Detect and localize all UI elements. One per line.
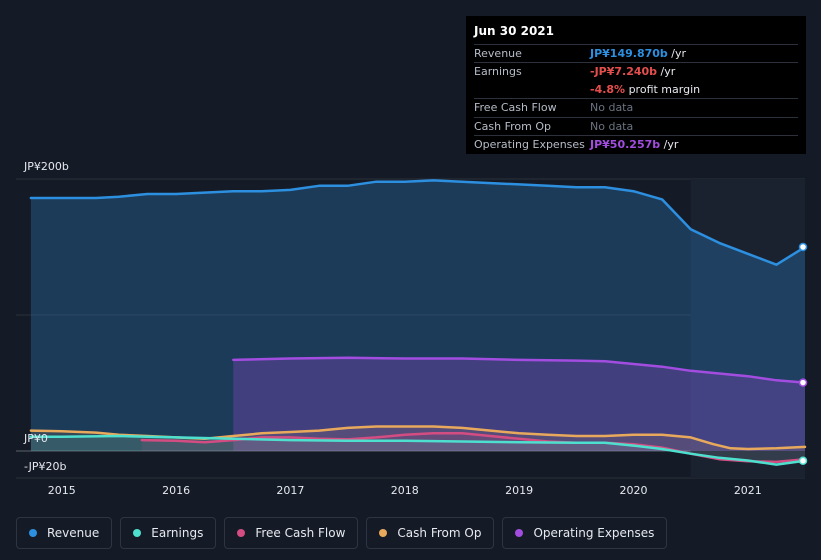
legend-dot-icon	[515, 529, 524, 537]
series-end-markers	[798, 242, 808, 466]
tooltip-value-suffix: /yr	[660, 137, 679, 151]
tooltip-row-label: Revenue	[474, 47, 522, 60]
tooltip-value-suffix: /yr	[657, 65, 676, 79]
x-tick-label: 2017	[276, 484, 304, 497]
y-tick-label: -JP¥20b	[24, 460, 66, 473]
tooltip-row: Revenue JP¥149.870b /yr	[474, 44, 798, 62]
chart-legend: Revenue Earnings Free Cash Flow Cash From O…	[16, 517, 668, 549]
tooltip-value-suffix: profit margin	[625, 82, 701, 96]
tooltip-row: Cash From Op No data	[474, 116, 798, 135]
tooltip-rows: Revenue JP¥149.870b /yr Earnings -JP¥7.240b…	[474, 44, 798, 153]
legend-item-operating-expenses[interactable]: Operating Expenses	[502, 517, 668, 549]
series-lines	[29, 179, 807, 466]
x-tick-label: 2018	[391, 484, 419, 497]
tooltip-row-value: No data	[590, 118, 633, 135]
highlight-band	[690, 179, 805, 478]
tooltip-row: -4.8% profit margin	[474, 81, 798, 98]
tooltip-row: Operating Expenses JP¥50.257b /yr	[474, 134, 798, 153]
tooltip-row-value: -JP¥7.240b /yr	[590, 63, 675, 80]
tooltip-row-label: Earnings	[474, 65, 522, 79]
legend-dot-icon	[379, 529, 388, 537]
legend-item-earnings[interactable]: Earnings	[120, 517, 217, 549]
tooltip-row-label	[474, 81, 590, 98]
revenue-end-marker	[798, 242, 808, 252]
legend-dot-icon	[237, 529, 246, 537]
tooltip-value-suffix: /yr	[667, 47, 687, 60]
y-tick-label: JP¥0	[23, 432, 48, 445]
operating-expenses-line	[232, 356, 807, 384]
x-tick-label: 2016	[162, 484, 190, 497]
series-areas	[30, 180, 806, 465]
earnings-line	[29, 434, 807, 466]
x-tick-label: 2015	[48, 484, 76, 497]
tooltip-value-number: JP¥50.257b	[590, 137, 661, 151]
legend-item-revenue[interactable]: Revenue	[16, 517, 113, 549]
tooltip-row-value: No data	[590, 99, 633, 116]
legend-item-free-cash-flow[interactable]: Free Cash Flow	[224, 517, 359, 549]
tooltip-value-number: -JP¥7.240b	[590, 65, 658, 79]
x-tick-label: 2019	[505, 484, 533, 497]
forecast-highlight	[690, 179, 805, 478]
tooltip-value-number: JP¥149.870b	[590, 47, 668, 60]
axis-labels: JP¥200b JP¥0 -JP¥20b 2015 2016 2017 2018 2019 20…	[23, 160, 762, 497]
data-tooltip: Jun 30 2021 Revenue JP¥149.870b /yr Earnin…	[466, 16, 806, 154]
y-tick-label: JP¥200b	[23, 160, 69, 173]
legend-dot-icon	[133, 529, 142, 537]
legend-label: Cash From Op	[397, 526, 482, 540]
cash-from-op-area	[30, 426, 805, 451]
tooltip-date: Jun 30 2021	[474, 24, 555, 38]
tooltip-row: Free Cash Flow No data	[474, 98, 798, 116]
legend-label: Free Cash Flow	[255, 526, 346, 540]
tooltip-row-value: JP¥149.870b /yr	[590, 45, 686, 62]
financial-chart: JP¥200b JP¥0 -JP¥20b 2015 2016 2017 2018 2019 20…	[16, 160, 808, 497]
tooltip-row-label: Free Cash Flow	[474, 101, 557, 115]
grid-layer	[16, 178, 805, 479]
tooltip-value-number: -4.8%	[590, 82, 626, 96]
x-tick-label: 2021	[734, 484, 762, 497]
tooltip-row-value: -4.8% profit margin	[590, 81, 700, 98]
earnings-end-marker	[798, 456, 808, 466]
tooltip-row: Earnings -JP¥7.240b /yr	[474, 62, 798, 80]
legend-dot-icon	[29, 529, 37, 537]
tooltip-row-label: Cash From Op	[474, 119, 552, 133]
tooltip-value-number: No data	[590, 119, 634, 133]
earnings-area	[30, 436, 805, 465]
x-tick-label: 2020	[619, 484, 647, 497]
revenue-line	[29, 179, 807, 266]
legend-item-cash-from-op[interactable]: Cash From Op	[366, 517, 495, 549]
legend-label: Operating Expenses	[533, 526, 655, 540]
legend-label: Earnings	[151, 526, 204, 540]
tooltip-row-label: Operating Expenses	[474, 137, 585, 151]
tooltip-row-value: JP¥50.257b /yr	[590, 136, 678, 153]
revenue-area	[30, 180, 805, 451]
operating-expenses-end-marker	[798, 378, 808, 387]
legend-label: Revenue	[47, 526, 100, 540]
tooltip-value-number: No data	[590, 101, 634, 115]
